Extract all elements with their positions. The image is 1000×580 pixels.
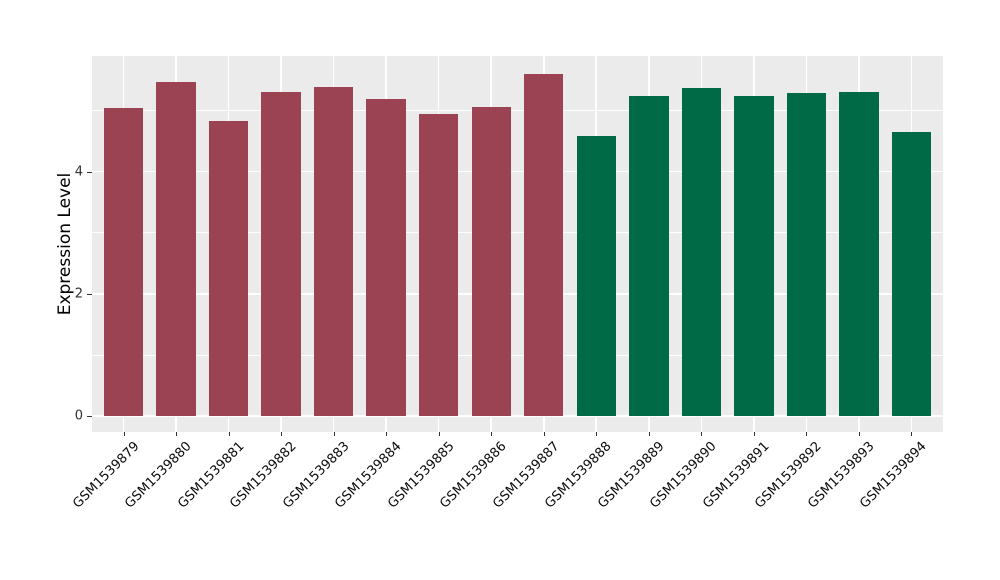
y-tick-label: 0	[74, 408, 83, 424]
bar-GSM1539888	[576, 136, 616, 417]
bar-GSM1539883	[313, 86, 354, 417]
plot-panel	[92, 56, 943, 432]
gridline-minor	[92, 232, 943, 234]
x-tick-mark	[858, 432, 860, 436]
bar-GSM1539891	[734, 95, 774, 417]
bar-GSM1539885	[419, 114, 459, 417]
gridline-minor	[92, 354, 943, 356]
bar-GSM1539886	[471, 106, 511, 417]
x-tick-mark	[753, 432, 755, 436]
x-tick-mark	[648, 432, 650, 436]
y-tick-label: 4	[74, 164, 83, 180]
y-axis-title: Expression Level	[55, 172, 75, 316]
x-tick-mark	[911, 432, 913, 436]
x-tick-mark	[438, 432, 440, 436]
x-tick-mark	[176, 432, 178, 436]
x-tick-mark	[228, 432, 230, 436]
x-tick-mark	[333, 432, 335, 436]
bar-GSM1539880	[156, 81, 196, 417]
bar-GSM1539884	[366, 98, 406, 417]
x-tick-mark	[281, 432, 283, 436]
y-tick-label: 2	[74, 286, 83, 302]
bar-GSM1539879	[103, 107, 144, 417]
gridline-major	[92, 170, 943, 173]
bar-GSM1539881	[208, 120, 249, 417]
x-tick-mark	[123, 432, 125, 436]
bar-GSM1539892	[786, 93, 827, 417]
x-tick-mark	[491, 432, 493, 436]
x-tick-mark	[543, 432, 545, 436]
bar-GSM1539882	[261, 92, 301, 417]
gridline-major	[92, 415, 943, 417]
bar-GSM1539894	[891, 132, 932, 417]
bar-GSM1539893	[839, 92, 879, 417]
x-tick-mark	[806, 432, 808, 436]
bar-GSM1539889	[629, 95, 669, 417]
bar-GSM1539890	[681, 88, 722, 417]
x-tick-mark	[596, 432, 598, 436]
x-tick-mark	[701, 432, 703, 436]
gridline-major	[92, 293, 943, 295]
y-tick-mark	[86, 171, 92, 173]
bar-GSM1539887	[524, 74, 564, 417]
x-tick-mark	[386, 432, 388, 436]
gridline-minor	[92, 110, 943, 111]
y-tick-mark	[86, 416, 92, 418]
y-tick-mark	[86, 293, 92, 295]
